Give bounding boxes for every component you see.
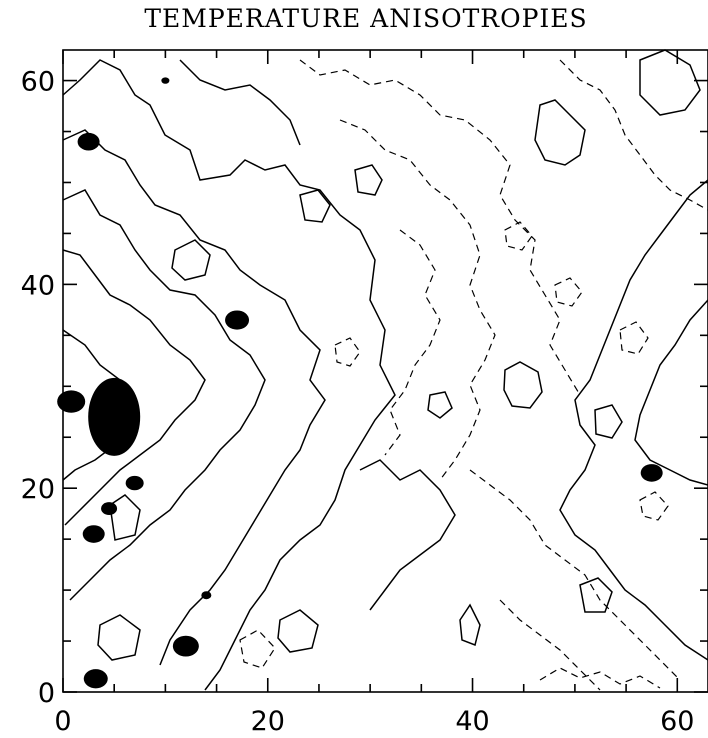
- solid-contour: [559, 179, 708, 661]
- solid-contour: [579, 577, 613, 613]
- hot-spot: [225, 310, 250, 330]
- solid-contour: [62, 59, 396, 691]
- dashed-contour: [299, 59, 581, 396]
- dashed-contour: [469, 469, 681, 681]
- hot-spot: [161, 77, 170, 84]
- x-tick-label: 60: [660, 706, 694, 737]
- y-tick-label: 20: [21, 474, 55, 505]
- solid-contour: [62, 189, 266, 601]
- solid-contour: [179, 59, 301, 146]
- solid-contour: [359, 459, 456, 611]
- solid-contour: [459, 603, 481, 647]
- hot-spot: [83, 669, 108, 689]
- solid-contour: [534, 99, 586, 166]
- hot-spot: [125, 475, 144, 491]
- solid-contour: [97, 614, 141, 661]
- contour-lines: [62, 49, 708, 691]
- dashed-contour: [499, 599, 601, 691]
- solid-contour: [171, 239, 211, 281]
- solid-contour: [299, 189, 331, 223]
- solid-contour: [634, 299, 708, 486]
- x-tick-label: 0: [54, 706, 71, 737]
- dashed-contour: [384, 229, 441, 456]
- solid-contour: [639, 49, 701, 116]
- solid-contour: [109, 494, 141, 541]
- dashed-contour: [554, 277, 583, 307]
- hot-spot: [172, 635, 199, 657]
- axis-ticks: [62, 50, 708, 693]
- x-tick-label: 40: [455, 706, 489, 737]
- plot-frame: [62, 49, 708, 693]
- dashed-contour: [539, 667, 661, 689]
- dashed-contour: [619, 321, 649, 355]
- hot-spot: [101, 502, 118, 515]
- dashed-contour: [504, 221, 533, 251]
- hot-spot: [82, 525, 105, 543]
- dashed-contour: [339, 119, 496, 481]
- solid-contour: [354, 164, 383, 196]
- y-tick-label: 0: [38, 678, 55, 709]
- dashed-contour: [334, 337, 361, 367]
- hot-spot: [57, 390, 86, 413]
- y-tick-labels: 0 20 40 60: [21, 67, 55, 709]
- chart-title: TEMPERATURE ANISOTROPIES: [144, 4, 587, 33]
- solid-contour: [62, 129, 326, 666]
- solid-contour: [277, 609, 319, 653]
- hot-spot: [77, 132, 100, 151]
- hot-spot: [88, 377, 141, 456]
- solid-contour: [62, 249, 206, 526]
- y-tick-label: 60: [21, 67, 55, 98]
- solid-contour: [503, 361, 543, 409]
- dashed-contour: [559, 59, 708, 211]
- hot-spot: [640, 464, 663, 482]
- dashed-contour: [239, 629, 276, 669]
- filled-hot-spots: [57, 77, 663, 689]
- y-tick-label: 40: [21, 270, 55, 301]
- dashed-contour: [639, 491, 669, 521]
- solid-contour: [594, 404, 623, 439]
- hot-spot: [201, 591, 212, 600]
- x-tick-labels: 0 20 40 60: [54, 706, 694, 737]
- x-tick-label: 20: [251, 706, 285, 737]
- solid-contour: [427, 391, 453, 419]
